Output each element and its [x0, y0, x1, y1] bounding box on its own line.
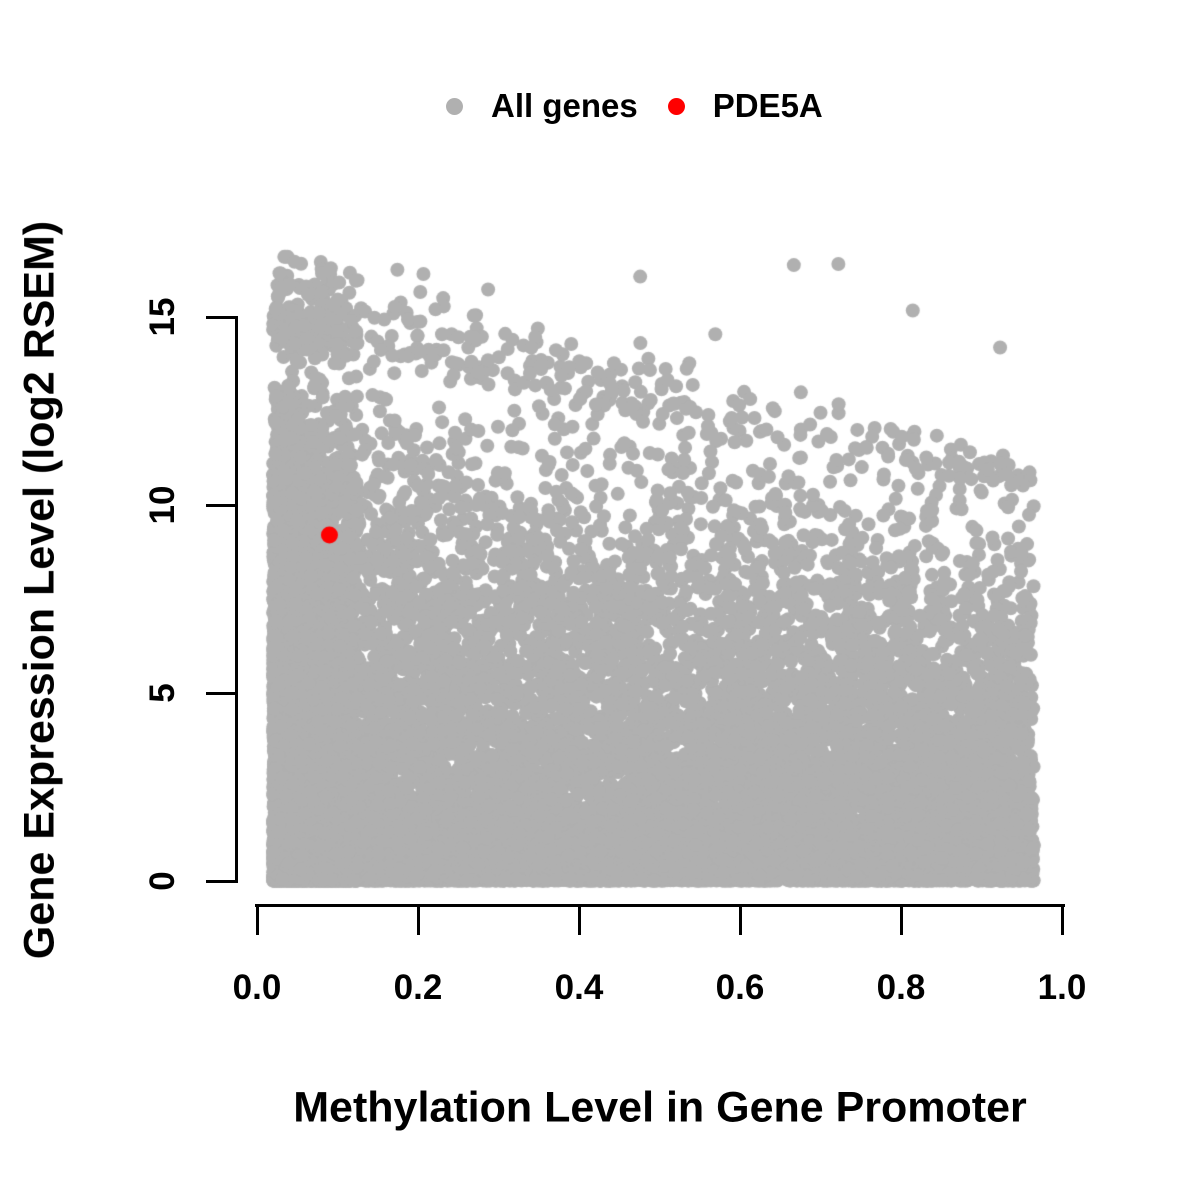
y-tick-mark — [206, 691, 236, 695]
y-tick-label: 15 — [143, 297, 182, 337]
legend-label-all-genes: All genes — [491, 87, 638, 124]
x-tick-label: 0.6 — [715, 968, 765, 1007]
legend-label-pde5a: PDE5A — [712, 87, 823, 124]
y-tick-mark — [206, 503, 236, 507]
x-tick-label: 0.0 — [232, 968, 282, 1007]
x-tick-mark — [255, 905, 259, 935]
legend-item-pde5a: PDE5A — [667, 87, 823, 125]
x-axis-title: Methylation Level in Gene Promoter — [293, 1083, 1027, 1132]
pde5a-marker-icon — [667, 97, 685, 115]
x-axis-line — [255, 904, 1065, 907]
legend: All genes PDE5A — [446, 84, 823, 128]
x-tick-label: 0.8 — [876, 968, 926, 1007]
legend-item-all-genes: All genes — [446, 87, 638, 125]
all-genes-marker-icon — [446, 97, 463, 115]
y-tick-label: 5 — [143, 683, 182, 703]
x-tick-mark — [738, 905, 742, 935]
x-tick-mark — [899, 905, 903, 935]
y-tick-mark — [206, 879, 236, 883]
y-tick-label: 10 — [143, 485, 182, 525]
x-tick-label: 0.2 — [393, 968, 443, 1007]
x-tick-label: 0.4 — [554, 968, 604, 1007]
x-tick-mark — [416, 905, 420, 935]
x-tick-mark — [577, 905, 581, 935]
y-tick-label: 0 — [143, 871, 182, 891]
y-tick-mark — [206, 315, 236, 319]
y-axis-title: Gene Expression Level (log2 RSEM) — [15, 220, 64, 960]
y-axis-line — [235, 316, 238, 883]
x-tick-label: 1.0 — [1037, 968, 1087, 1007]
x-tick-mark — [1060, 905, 1064, 935]
